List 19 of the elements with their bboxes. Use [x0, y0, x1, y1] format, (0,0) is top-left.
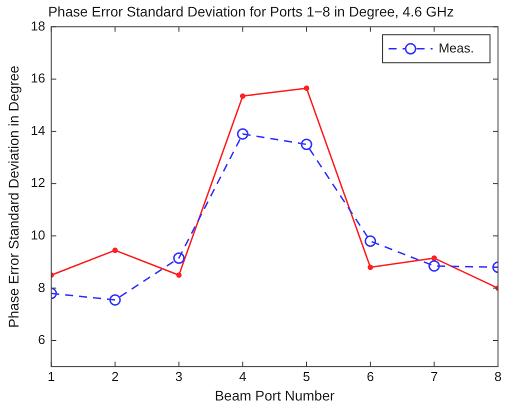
y-tick-label: 14 [30, 122, 46, 138]
x-tick-label: 8 [494, 368, 502, 384]
legend-label: Meas. [438, 40, 474, 56]
y-tick-label: 10 [30, 227, 46, 242]
x-tick-label: 2 [111, 368, 119, 384]
y-axis-title: Phase Error Standard Deviation in Degree [5, 65, 22, 328]
x-tick-label: 3 [175, 368, 183, 384]
y-tick-label: 18 [30, 18, 46, 34]
x-tick-label: 6 [366, 368, 374, 384]
x-tick-label: 1 [48, 368, 55, 384]
y-tick-label: 6 [38, 332, 46, 348]
x-tick-label: 7 [430, 368, 438, 384]
y-tick-label: 16 [30, 70, 46, 86]
x-axis-title: Beam Port Number [214, 387, 335, 404]
y-tick-label: 8 [38, 280, 46, 295]
y-tick-label: 12 [30, 175, 46, 190]
x-tick-label: 4 [239, 368, 246, 384]
chart-title: Phase Error Standard Deviation for Ports 1−8 in Degree, 4.6 GHz [48, 3, 454, 20]
x-tick-label: 5 [302, 368, 310, 384]
